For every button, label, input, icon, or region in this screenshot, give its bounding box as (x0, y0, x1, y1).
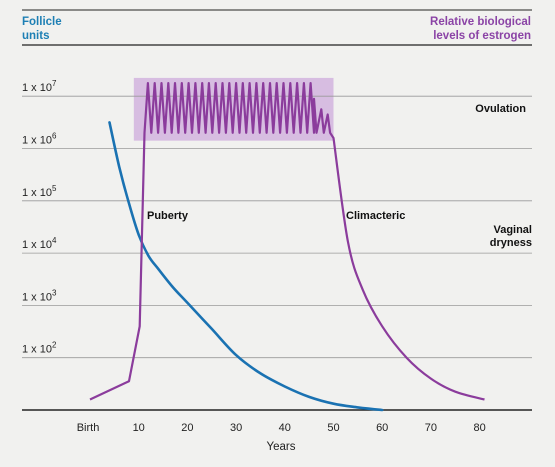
left-axis-title-line-2: units (22, 30, 49, 42)
x-tick-label: 30 (230, 422, 242, 434)
x-tick-labels: Birth 10 20 30 40 50 60 70 80 (77, 422, 486, 434)
x-tick-label: 60 (376, 422, 388, 434)
y-tick-label: 1 x 103 (22, 288, 57, 303)
x-tick-label: 70 (425, 422, 437, 434)
x-tick-label: 50 (327, 422, 339, 434)
y-tick-label: 1 x 107 (22, 79, 57, 94)
puberty-label: Puberty (147, 210, 189, 222)
x-tick-label: Birth (77, 422, 100, 434)
vaginal-label: Vaginal (493, 224, 532, 236)
x-tick-label: 20 (181, 422, 193, 434)
x-axis-label: Years (267, 441, 296, 453)
x-tick-label: 40 (279, 422, 291, 434)
y-tick-label: 1 x 102 (22, 341, 57, 356)
y-tick-label: 1 x 106 (22, 132, 57, 147)
ovulation-label: Ovulation (475, 103, 526, 115)
y-tick-labels: 1 x 107 1 x 106 1 x 105 1 x 104 1 x 103 1 x 1… (22, 79, 57, 356)
left-axis-title-line-1: Follicle (22, 16, 62, 28)
follicle-units-line (108, 121, 384, 412)
right-axis-title-line-1: Relative biological (430, 16, 531, 28)
grid (22, 9, 532, 411)
estrogen-level-line (89, 82, 485, 401)
right-axis-title-line-2: levels of estrogen (433, 30, 531, 42)
y-tick-label: 1 x 105 (22, 184, 57, 199)
x-tick-label: 80 (473, 422, 485, 434)
dryness-label: dryness (490, 237, 532, 249)
y-tick-label: 1 x 104 (22, 236, 57, 251)
x-tick-label: 10 (133, 422, 145, 434)
climacteric-label: Climacteric (346, 210, 405, 222)
